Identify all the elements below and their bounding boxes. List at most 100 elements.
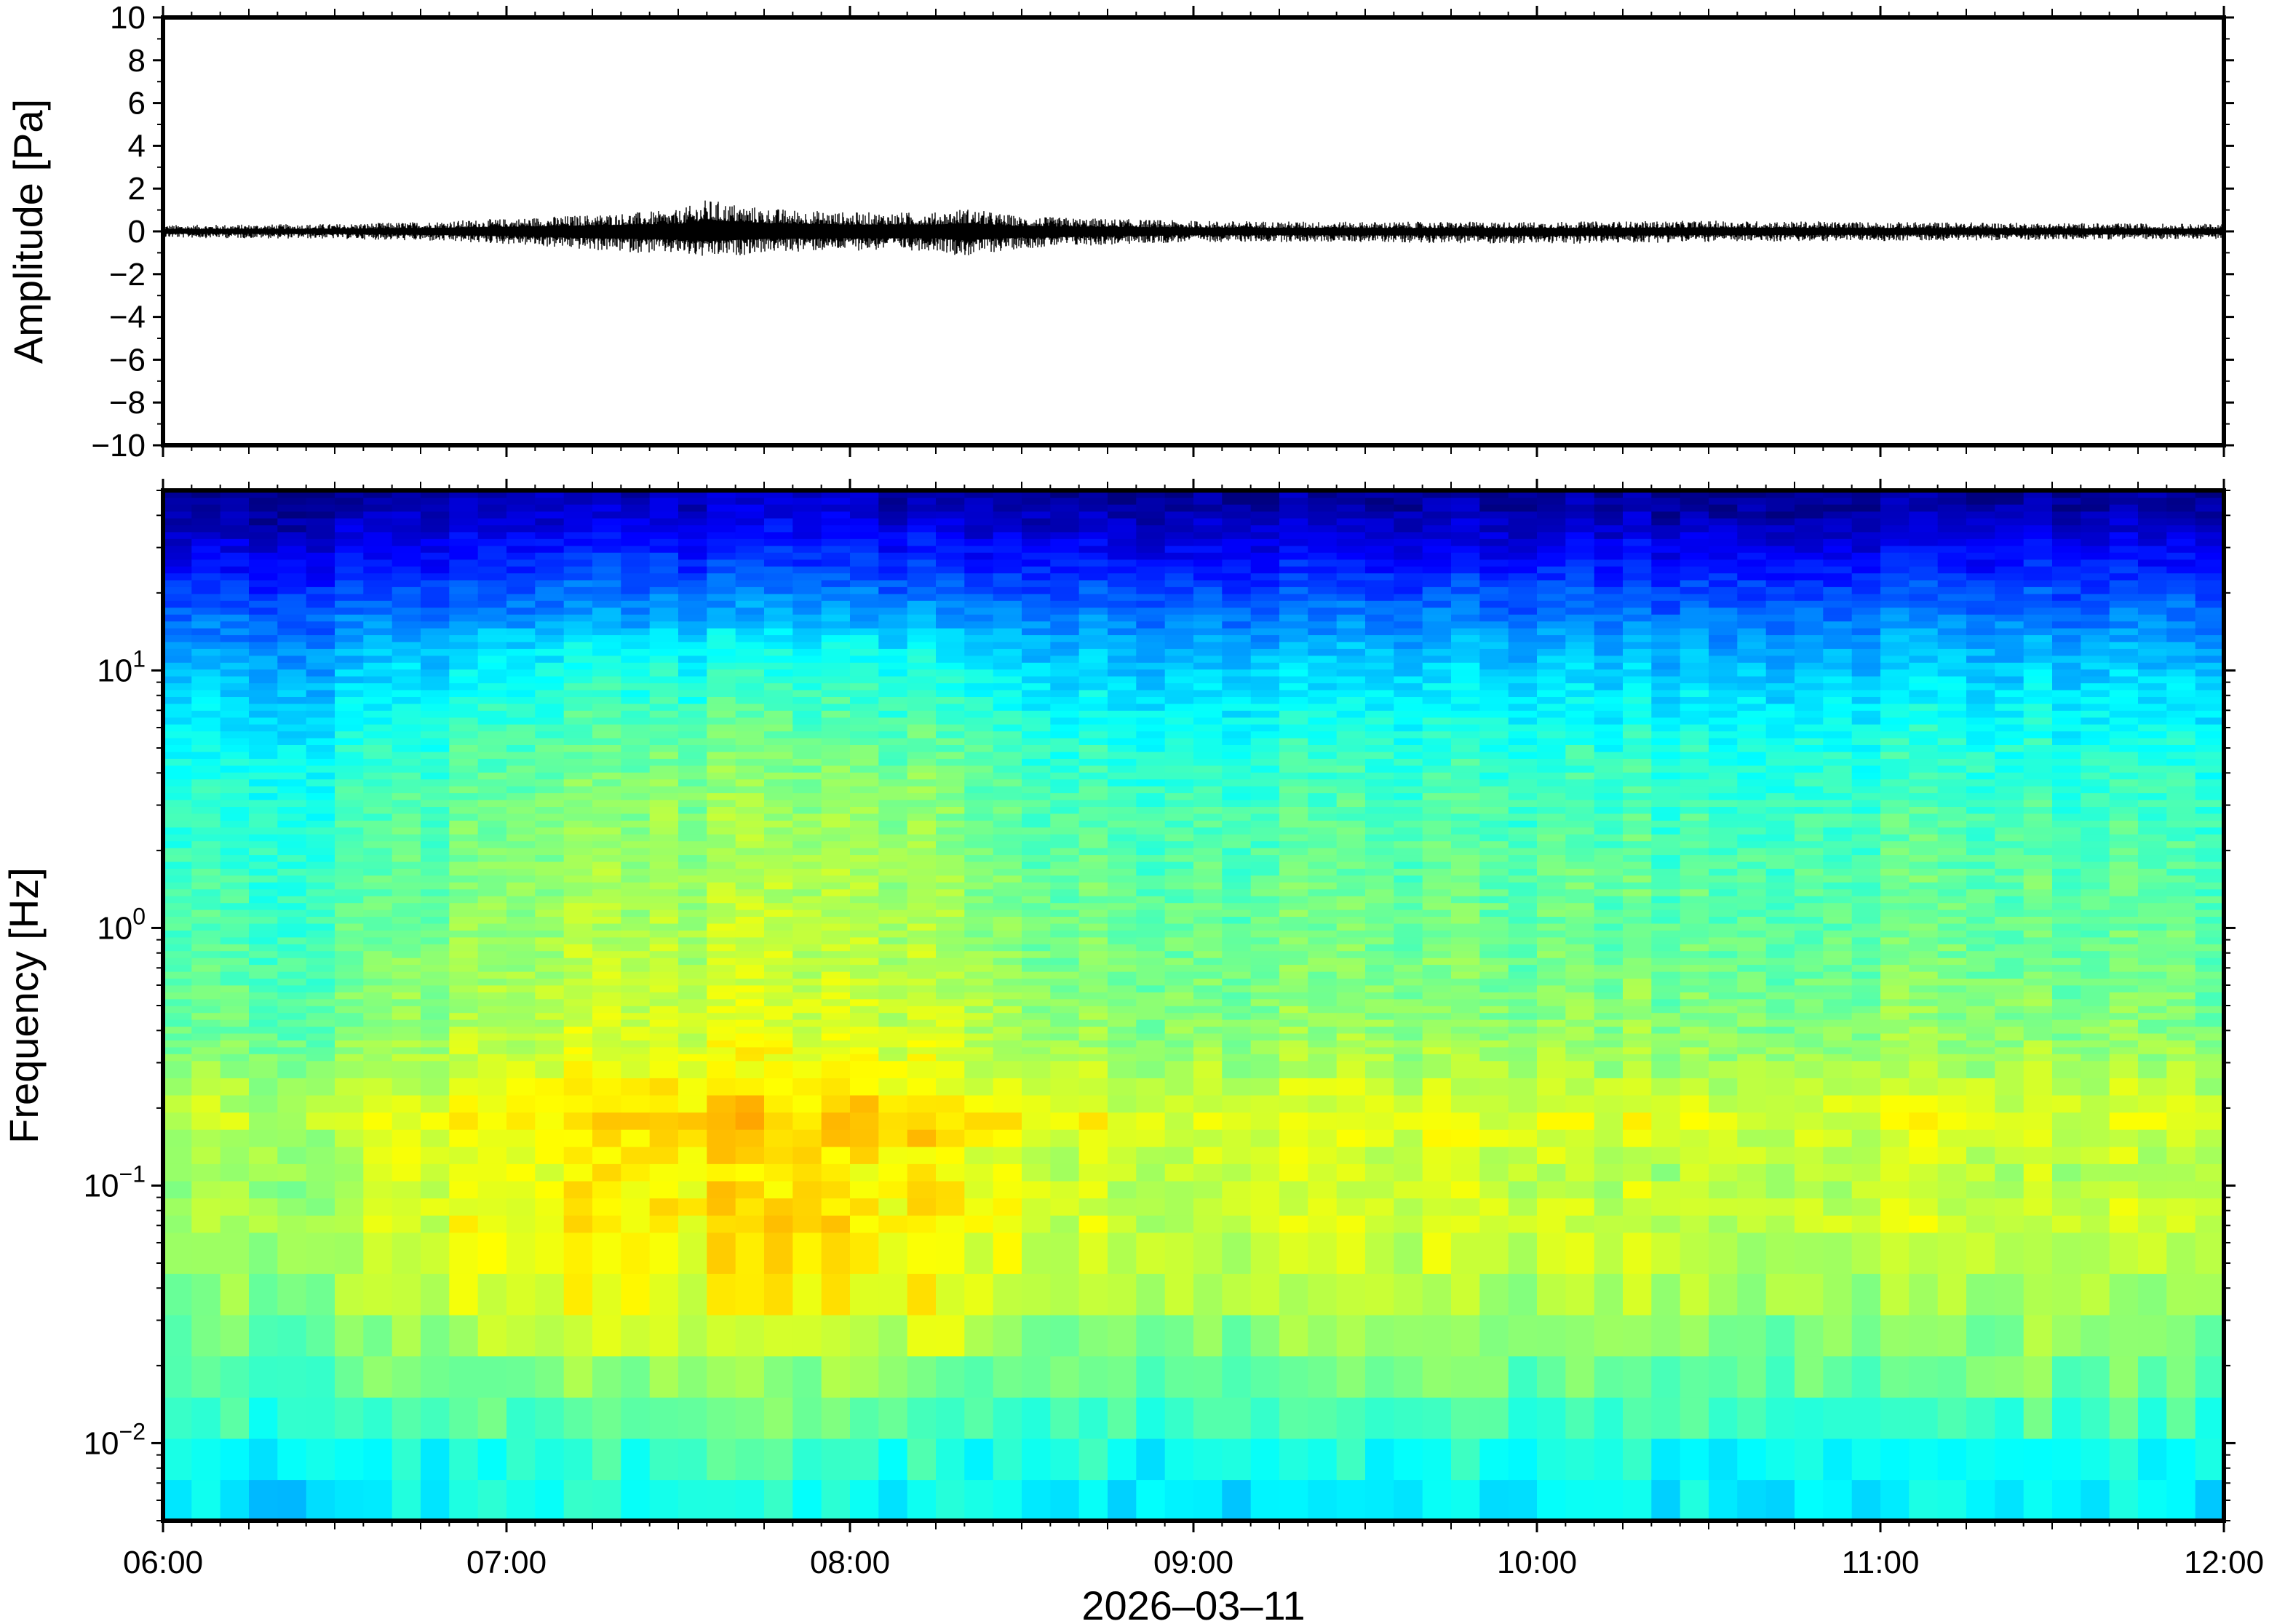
spectrogram-cell xyxy=(1479,1163,1509,1182)
spectrogram-cell xyxy=(649,675,679,684)
spectrogram-cell xyxy=(363,971,393,979)
spectrogram-cell xyxy=(392,552,421,560)
spectrogram-cell xyxy=(306,517,335,525)
spectrogram-cell xyxy=(764,696,794,704)
spectrogram-cell xyxy=(506,1163,536,1182)
spectrogram-cell xyxy=(1308,861,1338,869)
spectrogram-cell xyxy=(1508,957,1538,966)
spectrogram-cell xyxy=(707,545,736,553)
spectrogram-cell xyxy=(649,785,679,794)
spectrogram-cell xyxy=(1336,1232,1366,1274)
spectrogram-cell xyxy=(1365,607,1395,615)
spectrogram-cell xyxy=(306,737,335,745)
spectrogram-cell xyxy=(1279,490,1309,498)
spectrogram-cell xyxy=(1508,641,1538,649)
spectrogram-cell xyxy=(1050,779,1080,787)
spectrogram-cell xyxy=(1222,950,1252,958)
spectrogram-cell xyxy=(363,1214,393,1233)
spectrogram-cell xyxy=(506,772,536,780)
spectrogram-cell xyxy=(707,717,736,725)
spectrogram-cell xyxy=(936,820,966,828)
spectrogram-cell xyxy=(821,1060,851,1078)
spectrogram-cell xyxy=(1394,792,1423,800)
spectrogram-cell xyxy=(1422,758,1452,766)
spectrogram-cell xyxy=(850,1214,880,1233)
spectrogram-cell xyxy=(1222,785,1252,794)
spectrogram-cell xyxy=(277,724,307,732)
spectrogram-cell xyxy=(220,861,250,869)
spectrogram-cell xyxy=(220,675,250,684)
spectrogram-cell xyxy=(792,586,822,594)
spectrogram-cell xyxy=(449,655,479,663)
spectrogram-cell xyxy=(707,1232,736,1274)
spectrogram-cell xyxy=(1365,936,1395,944)
spectrogram-cell xyxy=(1451,593,1481,601)
spectrogram-cell xyxy=(1451,1040,1481,1048)
spectrogram-cell xyxy=(477,1314,507,1357)
spectrogram-cell xyxy=(1022,559,1052,567)
spectrogram-cell xyxy=(220,1438,250,1481)
spectrogram-cell xyxy=(563,641,593,649)
spectrogram-cell xyxy=(1222,600,1252,608)
spectrogram-cell xyxy=(1108,490,1137,498)
spectrogram-cell xyxy=(249,1032,279,1040)
spectrogram-cell xyxy=(1451,696,1481,704)
spectrogram-cell xyxy=(277,675,307,684)
spectrogram-cell xyxy=(1193,503,1223,512)
spectrogram-cell xyxy=(964,1314,994,1357)
spectrogram-cell xyxy=(335,517,365,525)
spectrogram-cell xyxy=(306,875,335,883)
spectrogram-cell xyxy=(335,1078,365,1096)
spectrogram-cell xyxy=(363,827,393,835)
spectrogram-cell xyxy=(1164,1163,1194,1182)
spectrogram-cell xyxy=(449,559,479,567)
spectrogram-cell xyxy=(850,675,880,684)
spectrogram-cell xyxy=(363,703,393,711)
spectrogram-cell xyxy=(707,751,736,759)
spectrogram-cell xyxy=(421,1314,450,1357)
spectrogram-cell xyxy=(506,785,536,794)
spectrogram-cell xyxy=(1050,751,1080,759)
spectrogram-cell xyxy=(392,909,421,917)
spectrogram-cell xyxy=(1308,1078,1338,1096)
spectrogram-cell xyxy=(907,1112,937,1130)
spectrogram-cell xyxy=(850,655,880,663)
spectrogram-cell xyxy=(649,1032,679,1040)
spectrogram-cell xyxy=(1336,627,1366,635)
spectrogram-cell xyxy=(936,1054,966,1062)
spectrogram-cell xyxy=(1422,978,1452,986)
spectrogram-cell xyxy=(792,682,822,690)
spectrogram-cell xyxy=(964,607,994,615)
spectrogram-cell xyxy=(707,682,736,690)
spectrogram-cell xyxy=(878,1180,908,1199)
spectrogram-cell xyxy=(421,1146,450,1164)
spectrogram-cell xyxy=(506,552,536,560)
spectrogram-cell xyxy=(563,1040,593,1048)
spectrogram-cell xyxy=(707,737,736,745)
spectrogram-cell xyxy=(1451,875,1481,883)
spectrogram-cell xyxy=(191,792,221,800)
spectrogram-cell xyxy=(306,847,335,856)
spectrogram-cell xyxy=(735,579,765,587)
spectrogram-cell xyxy=(249,559,279,567)
spectrogram-cell xyxy=(477,950,507,958)
spectrogram-cell xyxy=(821,840,851,848)
spectrogram-cell xyxy=(1164,503,1194,512)
spectrogram-cell xyxy=(477,1026,507,1034)
spectrogram-cell xyxy=(277,765,307,773)
spectrogram-cell xyxy=(1422,1273,1452,1315)
spectrogram-cell xyxy=(249,648,279,656)
spectrogram-cell xyxy=(678,682,708,690)
spectrogram-cell xyxy=(335,861,365,869)
spectrogram-cell xyxy=(1422,1012,1452,1020)
spectrogram-cell xyxy=(1108,785,1137,794)
spectrogram-cell xyxy=(621,971,651,979)
spectrogram-cell xyxy=(735,1054,765,1062)
spectrogram-cell xyxy=(850,1032,880,1040)
spectrogram-cell xyxy=(1508,744,1538,752)
spectrogram-cell xyxy=(277,1214,307,1233)
spectrogram-cell xyxy=(1222,648,1252,656)
spectrogram-cell xyxy=(1308,559,1338,567)
spectrogram-cell xyxy=(792,641,822,649)
spectrogram-cell xyxy=(1222,503,1252,512)
